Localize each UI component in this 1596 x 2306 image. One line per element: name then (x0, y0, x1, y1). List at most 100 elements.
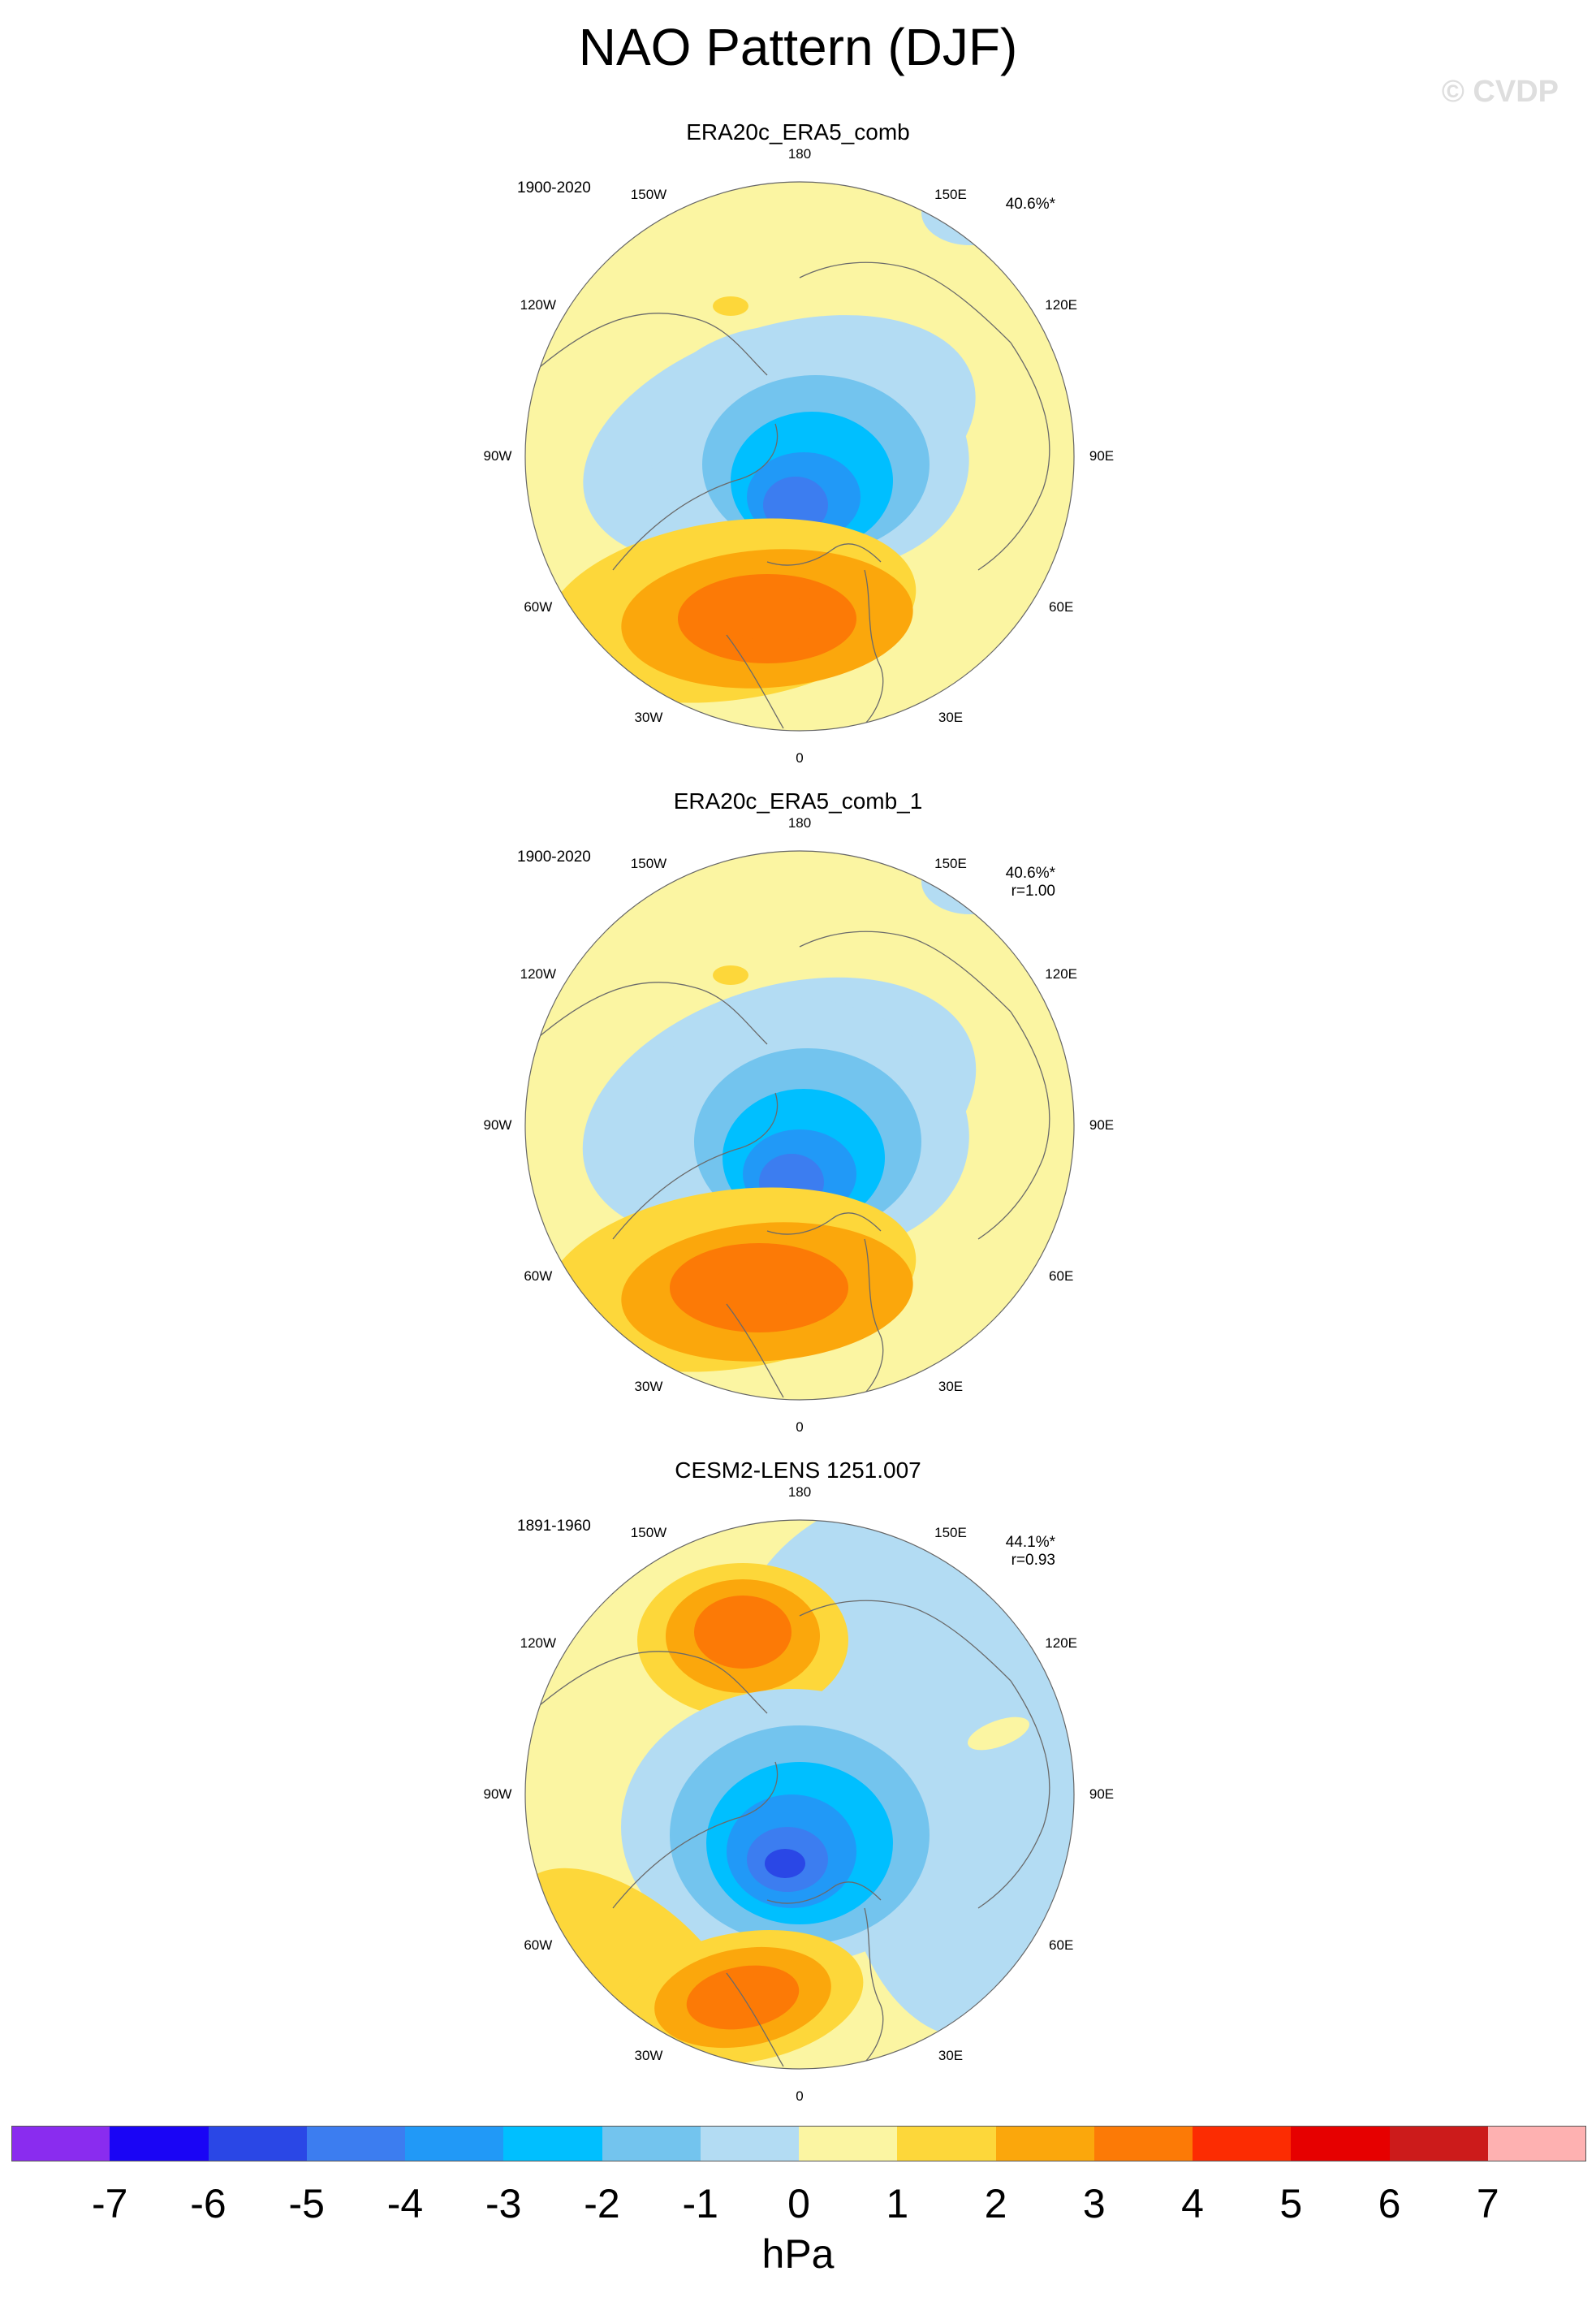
longitude-label: 150E (934, 855, 967, 871)
figure-title: NAO Pattern (DJF) (578, 18, 1018, 76)
colorbar-tick-label: -2 (584, 2181, 620, 2226)
colorbar-tick-label: -6 (190, 2181, 226, 2226)
coastline (799, 931, 1012, 1013)
longitude-label: 150W (630, 1524, 667, 1540)
colorbar-swatch (799, 2126, 898, 2161)
longitude-label: 120W (520, 297, 557, 313)
colorbar-tick-label: 7 (1476, 2181, 1499, 2226)
longitude-label: 30E (938, 1379, 964, 1395)
longitude-label: 60W (524, 1268, 553, 1284)
longitude-label: 60W (524, 1937, 553, 1953)
colorbar-swatch (897, 2126, 996, 2161)
coastline (612, 1092, 779, 1240)
colorbar-tick-label: 6 (1378, 2181, 1401, 2226)
correlation-label: r=0.93 (1011, 1552, 1055, 1569)
longitude-label: 180 (787, 1484, 812, 1500)
contour-region (840, 1616, 1074, 2038)
contour-region (713, 965, 748, 985)
longitude-label: 90E (1089, 1117, 1115, 1133)
colorbar-tick-label: 1 (886, 2181, 909, 2226)
contour-region (713, 296, 748, 316)
colorbar-swatch (405, 2126, 504, 2161)
panel-title: ERA20c_ERA5_comb_1 (673, 788, 923, 814)
colorbar-swatch (503, 2126, 602, 2161)
contour-region (968, 1717, 1029, 1751)
coastline (766, 1881, 882, 1904)
longitude-label: 180 (787, 815, 812, 831)
coastline (539, 982, 768, 1045)
longitude-label: 30W (634, 710, 663, 726)
colorbar-tick-label: 0 (787, 2181, 810, 2226)
longitude-label: 90E (1089, 1786, 1115, 1802)
longitude-label: 120W (520, 966, 557, 982)
colorbar-swatch (306, 2126, 405, 2161)
coastline (977, 1680, 1050, 1909)
colorbar-tick-label: -7 (92, 2181, 128, 2226)
longitude-label: 90W (483, 448, 512, 464)
colorbar-tick-label: -5 (288, 2181, 325, 2226)
watermark: © CVDP (1441, 75, 1559, 109)
coastline (612, 423, 779, 571)
longitude-label: 60E (1049, 1937, 1074, 1953)
coastline (766, 1212, 882, 1235)
longitude-label: 0 (796, 2088, 804, 2104)
colorbar-swatch (110, 2126, 209, 2161)
colorbar-frame (11, 2126, 1586, 2161)
longitude-label: 150E (934, 1524, 967, 1540)
colorbar-swatch (1389, 2126, 1488, 2161)
contour-region (714, 1261, 812, 1306)
period-label: 1900-2020 (517, 179, 591, 196)
colorbar (11, 2126, 1586, 2161)
variance-label: 44.1%* (1005, 1534, 1055, 1551)
colorbar-swatch (602, 2126, 701, 2161)
longitude-label: 150W (630, 855, 667, 871)
longitude-label: 150W (630, 186, 667, 202)
coastline (864, 1907, 884, 2063)
colorbar-tick-label: 3 (1082, 2181, 1106, 2226)
coastline (864, 569, 884, 725)
panel-title: ERA20c_ERA5_comb (686, 119, 910, 145)
longitude-label: 30E (938, 2048, 964, 2064)
coastline (864, 1238, 884, 1394)
longitude-label: 90W (483, 1117, 512, 1133)
longitude-label: 60E (1049, 1268, 1074, 1284)
polar-map (524, 850, 1075, 1401)
longitude-label: 30E (938, 710, 964, 726)
coastline (539, 313, 768, 376)
colorbar-tick-label: 2 (984, 2181, 1007, 2226)
longitude-label: 0 (796, 1419, 804, 1435)
longitude-label: 150E (934, 186, 967, 202)
coastline (726, 634, 784, 729)
coastline (977, 342, 1050, 571)
coastline (539, 1651, 768, 1714)
contour-region (727, 596, 824, 641)
contour-region (694, 1596, 792, 1669)
polar-map (524, 181, 1075, 732)
colorbar-swatch (1193, 2126, 1292, 2161)
colorbar-tick-label: 5 (1279, 2181, 1303, 2226)
colorbar-units: hPa (761, 2231, 835, 2277)
polar-map (524, 1519, 1075, 2070)
contour-region (765, 1849, 805, 1878)
coastline (726, 1303, 784, 1398)
correlation-label: r=1.00 (1011, 883, 1055, 900)
longitude-label: 30W (634, 1379, 663, 1395)
map-border (524, 850, 1075, 1401)
longitude-label: 60E (1049, 599, 1074, 615)
variance-label: 40.6%* (1005, 196, 1055, 213)
coastline (766, 543, 882, 566)
longitude-label: 60W (524, 599, 553, 615)
colorbar-swatch (208, 2126, 307, 2161)
colorbar-swatch (11, 2126, 110, 2161)
colorbar-swatch (1291, 2126, 1390, 2161)
map-border (524, 1519, 1075, 2070)
colorbar-tick-label: -4 (386, 2181, 424, 2226)
colorbar-swatch (1093, 2126, 1193, 2161)
longitude-label: 120E (1045, 297, 1078, 313)
map-border (524, 181, 1075, 732)
longitude-label: 120E (1045, 1635, 1078, 1651)
period-label: 1891-1960 (517, 1518, 591, 1535)
longitude-label: 30W (634, 2048, 663, 2064)
longitude-label: 120W (520, 1635, 557, 1651)
contour-region (686, 1965, 800, 2030)
